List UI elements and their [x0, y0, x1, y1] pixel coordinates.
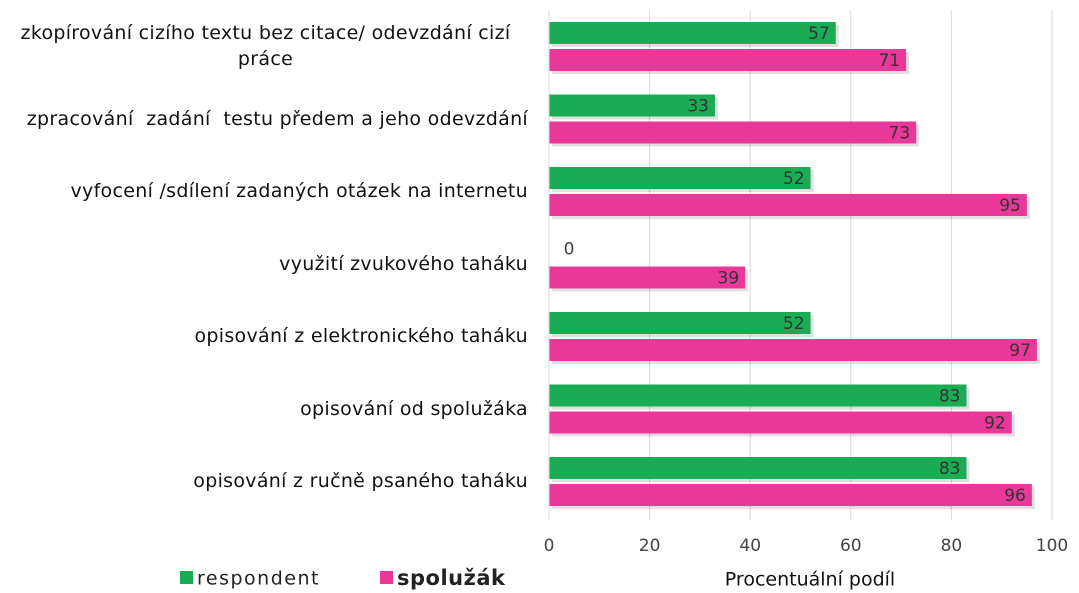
x-tick-label: 80	[941, 536, 963, 556]
value-label: 71	[878, 51, 900, 71]
bar	[549, 312, 811, 334]
value-label: 73	[889, 124, 911, 144]
bar	[549, 384, 967, 407]
category-label: opisování od spolužáka	[0, 396, 528, 422]
value-label: 97	[1009, 341, 1031, 361]
x-tick-label: 60	[840, 536, 862, 556]
legend-swatch	[380, 571, 393, 584]
value-label: 83	[939, 459, 961, 479]
category-label: zkopírování cizího textu bez citace/ ode…	[0, 20, 528, 72]
value-label: 0	[564, 240, 575, 260]
bar	[549, 194, 1027, 216]
value-label: 52	[783, 169, 805, 189]
legend-label: spolužák	[397, 566, 506, 590]
bar	[549, 49, 907, 71]
category-text: vyfocení /sdílení zadaných otázek na int…	[70, 180, 528, 202]
x-tick-label: 0	[544, 536, 555, 556]
bar	[549, 167, 811, 189]
bar	[549, 411, 1012, 434]
category-text: využití zvukového taháku	[279, 252, 528, 275]
value-label: 33	[687, 97, 709, 117]
value-label: 92	[984, 414, 1006, 434]
category-label: využití zvukového taháku	[0, 251, 528, 277]
category-label: opisování z elektronického taháku	[0, 323, 528, 349]
value-label: 83	[939, 387, 961, 407]
bar	[549, 121, 917, 144]
category-text: opisování z ručně psaného taháku	[193, 470, 528, 492]
legend-label: respondent	[197, 568, 320, 590]
bar	[549, 339, 1037, 361]
category-label: vyfocení /sdílení zadaných otázek na int…	[0, 178, 528, 204]
x-tick-label: 40	[739, 536, 761, 556]
value-label: 39	[718, 269, 740, 289]
value-label: 95	[999, 196, 1021, 216]
value-label: 52	[783, 314, 805, 334]
value-label: 57	[808, 24, 830, 44]
bar	[549, 22, 836, 44]
category-text: opisování z elektronického taháku	[194, 325, 528, 347]
category-label: zpracování zadání testu předem a jeho od…	[0, 106, 528, 132]
value-label: 96	[1004, 486, 1026, 506]
x-tick-label: 20	[639, 536, 661, 556]
bar	[549, 266, 746, 289]
bar	[549, 94, 715, 117]
category-text: opisování od spolužáka	[300, 397, 528, 420]
category-text: zpracování zadání testu předem a jeho od…	[26, 107, 528, 130]
bar	[549, 457, 967, 479]
x-axis-title: Procentuální podíl	[725, 569, 895, 591]
category-text: zkopírování cizího textu bez citace/ ode…	[20, 22, 517, 70]
legend-swatch	[180, 571, 193, 584]
x-tick-label: 100	[1036, 536, 1068, 556]
category-label: opisování z ručně psaného taháku	[0, 468, 528, 494]
bar	[549, 484, 1032, 506]
